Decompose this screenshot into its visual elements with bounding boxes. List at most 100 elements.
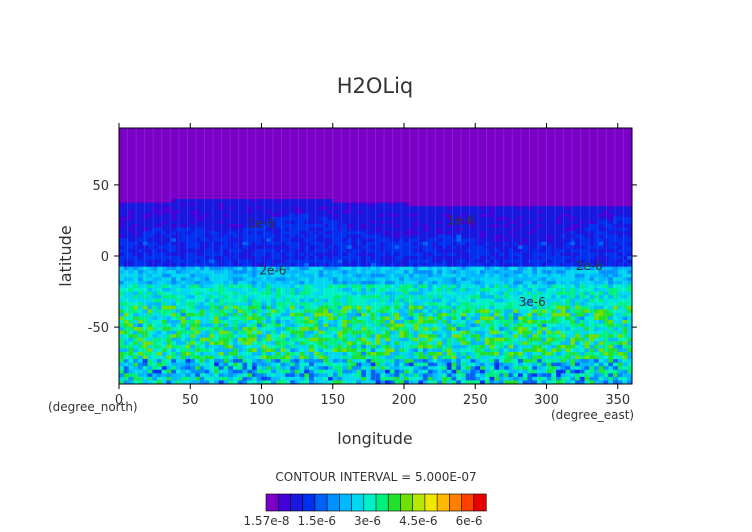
heatmap-cell bbox=[133, 259, 139, 264]
heatmap-cell bbox=[522, 152, 529, 158]
heatmap-cell bbox=[541, 227, 548, 232]
heatmap-cell bbox=[532, 216, 538, 222]
heatmap-cell bbox=[484, 270, 491, 275]
heatmap-cell bbox=[489, 128, 495, 133]
heatmap-cell bbox=[470, 280, 476, 286]
heatmap-cell bbox=[185, 181, 191, 186]
heatmap-cell bbox=[242, 206, 248, 211]
heatmap-cell bbox=[613, 280, 619, 286]
heatmap-cell bbox=[166, 145, 172, 150]
heatmap-cell bbox=[166, 270, 172, 275]
heatmap-cell bbox=[370, 184, 377, 190]
heatmap-cell bbox=[584, 177, 590, 182]
heatmap-cell bbox=[280, 145, 286, 150]
heatmap-cell bbox=[494, 138, 500, 143]
heatmap-cell bbox=[242, 270, 248, 275]
heatmap-cell bbox=[532, 152, 538, 158]
heatmap-cell bbox=[209, 199, 215, 204]
heatmap-cell bbox=[180, 213, 187, 218]
heatmap-cell bbox=[465, 252, 472, 257]
heatmap-cell bbox=[622, 167, 628, 172]
heatmap-cell bbox=[313, 280, 320, 286]
heatmap-cell bbox=[342, 188, 348, 193]
heatmap-cell bbox=[147, 174, 153, 179]
heatmap-cell bbox=[556, 199, 562, 204]
heatmap-cell bbox=[594, 149, 600, 154]
heatmap-cell bbox=[513, 273, 519, 278]
heatmap-cell bbox=[176, 248, 182, 254]
heatmap-cell bbox=[408, 167, 415, 172]
heatmap-cell bbox=[418, 280, 424, 286]
heatmap-cell bbox=[180, 199, 187, 204]
heatmap-cell bbox=[313, 177, 320, 182]
heatmap-cell bbox=[138, 284, 144, 289]
heatmap-cell bbox=[603, 188, 609, 193]
heatmap-cell bbox=[299, 131, 305, 136]
heatmap-cell bbox=[252, 234, 258, 239]
heatmap-cell bbox=[598, 199, 605, 204]
heatmap-cell bbox=[541, 220, 548, 225]
heatmap-cell bbox=[233, 135, 239, 140]
heatmap-cell bbox=[242, 216, 248, 222]
heatmap-cell bbox=[285, 234, 291, 239]
heatmap-cell bbox=[195, 135, 201, 140]
heatmap-cell bbox=[584, 135, 590, 140]
heatmap-cell bbox=[375, 170, 381, 175]
heatmap-cell bbox=[313, 227, 320, 232]
heatmap-cell bbox=[242, 181, 248, 186]
heatmap-cell bbox=[598, 195, 605, 200]
heatmap-cell bbox=[176, 216, 182, 222]
heatmap-cell bbox=[142, 202, 149, 207]
heatmap-cell bbox=[128, 209, 134, 214]
heatmap-cell bbox=[180, 231, 187, 236]
heatmap-cell bbox=[133, 142, 139, 147]
heatmap-cell bbox=[361, 192, 367, 197]
heatmap-cell bbox=[152, 142, 158, 147]
heatmap-cell bbox=[432, 273, 438, 278]
heatmap-cell bbox=[318, 288, 324, 293]
heatmap-cell bbox=[418, 167, 424, 172]
heatmap-cell bbox=[408, 174, 415, 179]
heatmap-cell bbox=[195, 273, 201, 278]
heatmap-cell bbox=[176, 288, 182, 293]
heatmap-cell bbox=[432, 188, 438, 193]
heatmap-cell bbox=[465, 234, 472, 239]
heatmap-cell bbox=[171, 245, 177, 250]
heatmap-cell bbox=[456, 288, 462, 293]
heatmap-cell bbox=[285, 284, 291, 289]
heatmap-cell bbox=[214, 291, 220, 296]
heatmap-cell bbox=[147, 192, 153, 197]
heatmap-cell bbox=[375, 263, 381, 268]
heatmap-cell bbox=[470, 202, 476, 207]
heatmap-cell bbox=[185, 231, 191, 236]
heatmap-cell bbox=[546, 149, 552, 154]
heatmap-cell bbox=[180, 266, 187, 271]
heatmap-cell bbox=[204, 291, 210, 296]
heatmap-cell bbox=[394, 270, 400, 275]
heatmap-cell bbox=[532, 231, 538, 236]
heatmap-cell bbox=[480, 206, 486, 211]
heatmap-cell bbox=[423, 128, 429, 133]
heatmap-cell bbox=[256, 220, 263, 225]
heatmap-cell bbox=[484, 156, 491, 161]
heatmap-cell bbox=[176, 263, 182, 268]
heatmap-cell bbox=[427, 174, 434, 179]
heatmap-cell bbox=[575, 273, 581, 278]
heatmap-cell bbox=[380, 202, 386, 207]
heatmap-cell bbox=[294, 135, 301, 140]
heatmap-cell bbox=[119, 220, 125, 225]
heatmap-cell bbox=[598, 192, 605, 197]
heatmap-cell bbox=[389, 248, 396, 254]
heatmap-cell bbox=[337, 238, 343, 243]
heatmap-cell bbox=[171, 288, 177, 293]
heatmap-cell bbox=[499, 259, 505, 264]
heatmap-cell bbox=[237, 209, 244, 214]
heatmap-cell bbox=[484, 128, 491, 133]
heatmap-cell bbox=[214, 145, 220, 150]
heatmap-cell bbox=[427, 216, 434, 222]
heatmap-cell bbox=[518, 149, 524, 154]
heatmap-cell bbox=[503, 263, 510, 268]
heatmap-cell bbox=[275, 220, 282, 225]
heatmap-cell bbox=[480, 256, 486, 261]
heatmap-cell bbox=[119, 192, 125, 197]
